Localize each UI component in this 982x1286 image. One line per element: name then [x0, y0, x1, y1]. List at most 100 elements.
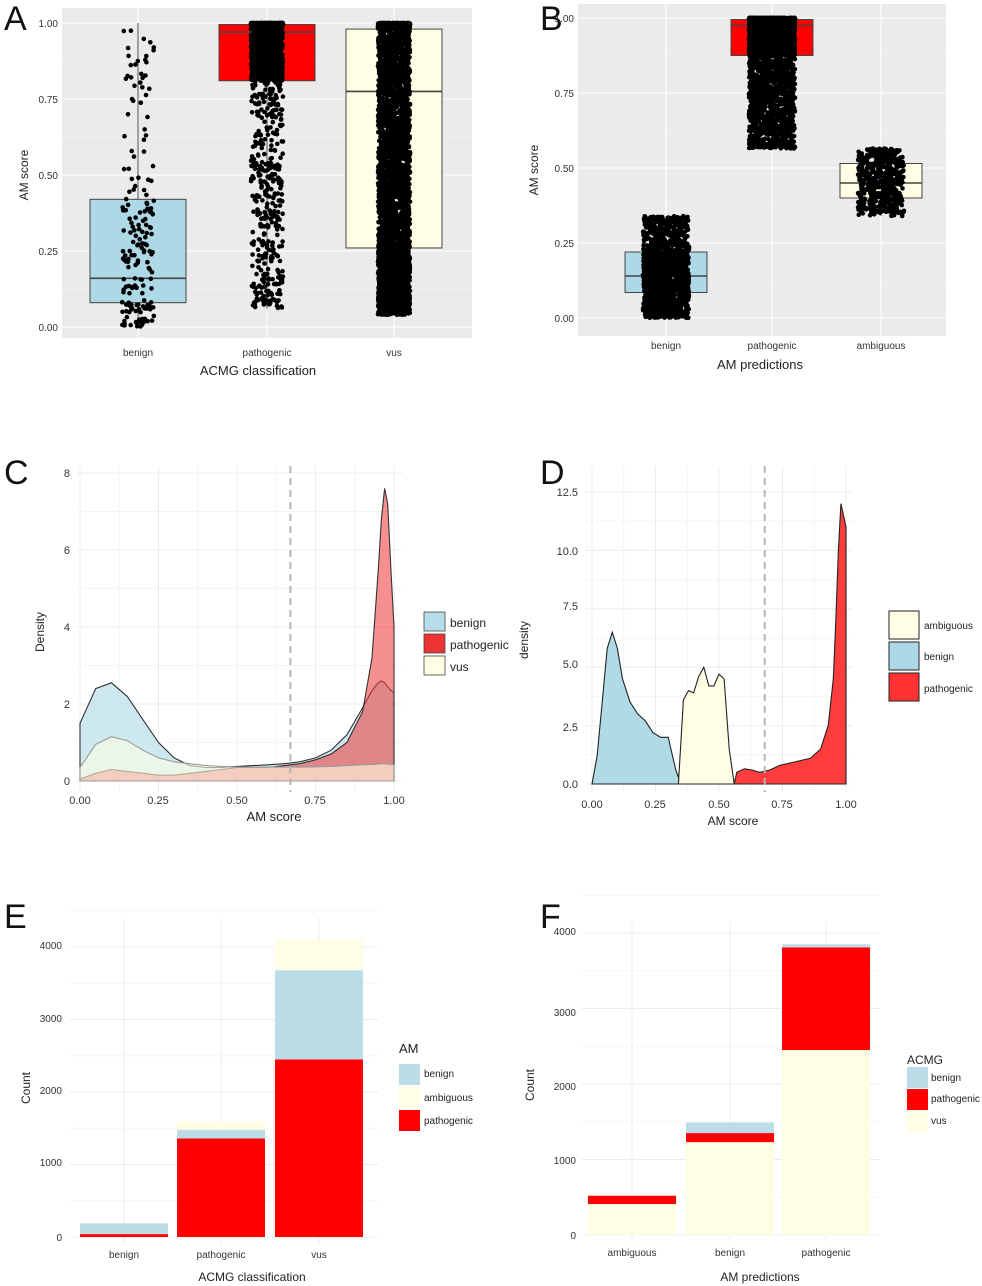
point: [277, 112, 282, 117]
boxplot-marks: [89, 20, 443, 329]
point: [257, 91, 262, 97]
point: [277, 82, 283, 87]
point: [149, 178, 154, 184]
point: [268, 125, 273, 130]
point: [280, 199, 285, 204]
point: [275, 162, 280, 167]
point: [123, 196, 129, 202]
point: [251, 242, 256, 247]
point: [280, 211, 286, 217]
point: [133, 319, 139, 325]
point: [149, 286, 154, 291]
point: [143, 92, 149, 98]
point: [141, 187, 147, 193]
point: [128, 322, 133, 328]
point: [151, 48, 156, 53]
point: [273, 92, 279, 98]
point: [275, 20, 281, 26]
point: [150, 212, 156, 217]
point: [133, 215, 138, 220]
point: [258, 166, 264, 172]
point: [127, 290, 132, 296]
point: [270, 200, 275, 206]
point: [269, 143, 274, 148]
point: [269, 28, 275, 34]
point: [265, 127, 270, 133]
point: [259, 145, 265, 151]
point: [277, 46, 282, 51]
point: [126, 264, 131, 270]
point: [121, 287, 126, 293]
point: [121, 228, 126, 233]
point: [256, 253, 262, 258]
point: [145, 303, 151, 309]
point: [277, 258, 283, 264]
point: [256, 237, 262, 242]
point: [279, 304, 284, 309]
point: [266, 239, 271, 244]
point: [259, 66, 265, 71]
point: [252, 92, 258, 98]
point: [151, 313, 157, 319]
point: [266, 20, 271, 26]
point: [120, 309, 125, 315]
point: [136, 302, 141, 307]
point: [250, 252, 255, 257]
point: [140, 85, 145, 90]
point: [136, 222, 141, 228]
point: [149, 318, 155, 323]
point: [376, 37, 382, 42]
point: [261, 39, 266, 45]
point: [249, 110, 255, 115]
jitter-points-pathogenic: [248, 20, 286, 311]
point: [250, 263, 255, 269]
point: [260, 141, 266, 147]
point: [126, 166, 132, 172]
point: [253, 59, 258, 65]
point: [261, 71, 267, 76]
point: [252, 289, 258, 295]
point: [141, 298, 147, 303]
point: [260, 242, 265, 248]
point: [268, 147, 274, 153]
point: [264, 113, 270, 118]
point: [123, 259, 129, 264]
point: [270, 21, 276, 26]
point: [262, 151, 267, 157]
point: [119, 299, 125, 305]
point: [258, 224, 264, 229]
point: [132, 83, 137, 89]
point: [275, 232, 280, 238]
point: [258, 47, 264, 53]
point: [140, 241, 145, 246]
point: [269, 186, 274, 192]
point: [259, 216, 264, 221]
point: [277, 203, 283, 208]
point: [141, 36, 147, 42]
point: [256, 113, 262, 118]
point: [261, 302, 267, 307]
point: [144, 192, 149, 198]
point: [270, 276, 275, 282]
point: [270, 130, 276, 135]
point: [250, 173, 255, 179]
point: [127, 216, 132, 221]
point: [279, 139, 285, 144]
point: [270, 55, 276, 61]
point: [122, 133, 127, 139]
point: [265, 277, 271, 282]
point: [128, 75, 134, 80]
point: [274, 299, 280, 305]
point: [280, 268, 285, 274]
point: [121, 276, 127, 282]
point: [278, 155, 283, 160]
point: [275, 209, 281, 215]
point: [277, 217, 282, 222]
point: [260, 95, 266, 101]
point: [278, 185, 283, 191]
point: [250, 85, 256, 91]
point: [256, 128, 262, 134]
point: [132, 228, 137, 233]
point: [272, 69, 278, 74]
panel-a: A 0.00 0.25 0.50 0.75 1.00 benign pathog…: [4, 0, 472, 378]
